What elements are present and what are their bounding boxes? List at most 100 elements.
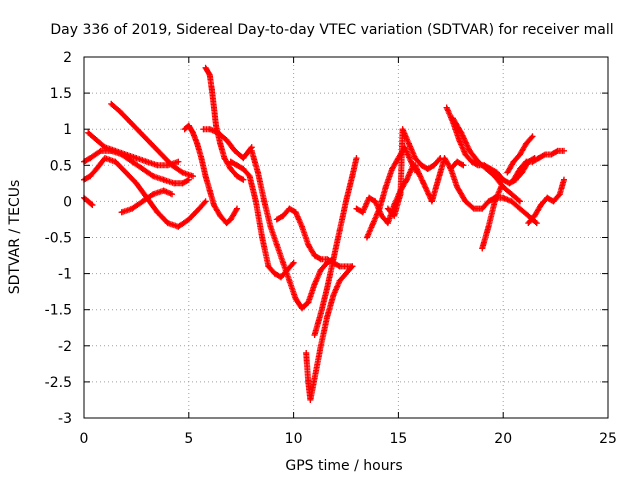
data-point [240, 176, 247, 183]
data-point [154, 209, 161, 216]
data-point [261, 198, 268, 205]
data-points [81, 64, 567, 403]
data-point [504, 169, 511, 176]
data-point [280, 259, 287, 266]
chart-title: Day 336 of 2019, Sidereal Day-to-day VTE… [50, 22, 613, 38]
data-point [227, 165, 234, 172]
data-point [311, 281, 318, 288]
data-point [468, 158, 475, 165]
data-point [359, 209, 366, 216]
y-tick-label: -1.5 [45, 303, 72, 319]
data-point [292, 295, 299, 302]
data-point [118, 209, 125, 216]
x-axis-label: GPS time / hours [285, 458, 402, 474]
data-point [252, 198, 259, 205]
plot-area-frame [83, 56, 609, 419]
data-series-arc-21 [447, 165, 540, 227]
data-point [208, 86, 215, 93]
data-point [516, 205, 523, 212]
data-point [210, 202, 217, 209]
data-series-arc-5 [108, 100, 196, 180]
data-point [343, 263, 349, 270]
data-point [108, 100, 115, 107]
y-tick-label: 2 [63, 50, 72, 66]
data-series-arc-12 [273, 205, 356, 270]
y-axis-label: SDTVAR / TECUs [7, 180, 23, 295]
data-point [500, 176, 507, 183]
data-point [85, 198, 92, 205]
data-point [215, 129, 222, 136]
data-point [407, 158, 414, 165]
data-point [466, 147, 473, 154]
data-point [449, 115, 456, 122]
data-point [493, 169, 500, 176]
x-tick-label: 15 [389, 431, 407, 447]
data-point [169, 162, 176, 169]
data-point [324, 256, 331, 263]
data-point [273, 216, 280, 223]
data-point [431, 162, 438, 169]
data-point [506, 180, 513, 187]
data-series-arc-8 [202, 64, 247, 183]
data-point [305, 378, 312, 385]
data-point [273, 241, 280, 248]
data-point [324, 285, 331, 292]
data-point [240, 165, 247, 172]
data-point [317, 266, 324, 273]
y-tick-label: 0 [63, 194, 72, 210]
data-point [305, 241, 312, 248]
data-point [479, 245, 486, 252]
data-point [227, 158, 234, 165]
data-point [150, 173, 157, 180]
data-point [164, 220, 171, 227]
data-point [428, 198, 435, 205]
data-series-arc-23 [504, 133, 536, 176]
data-point [198, 155, 205, 162]
data-point [292, 209, 299, 216]
data-series-arc-18 [412, 155, 467, 205]
data-point [133, 180, 140, 187]
data-point [189, 173, 196, 180]
data-point [265, 263, 272, 270]
data-point [139, 198, 146, 205]
data-point [317, 310, 324, 317]
data-point [500, 194, 507, 201]
data-point [336, 227, 343, 234]
x-tick-label: 10 [285, 431, 303, 447]
data-point [129, 205, 136, 212]
data-series-arc-24 [510, 147, 567, 183]
data-point [175, 223, 182, 230]
data-point [206, 72, 213, 79]
data-point [349, 263, 356, 270]
data-point [389, 165, 396, 172]
data-point [206, 187, 213, 194]
data-point [441, 155, 448, 162]
data-point [112, 147, 119, 154]
x-tick-label: 0 [80, 431, 89, 447]
data-point [101, 155, 108, 162]
data-point [221, 155, 228, 162]
data-point [179, 180, 186, 187]
data-point [202, 173, 209, 180]
data-point [87, 155, 94, 162]
data-point [223, 137, 230, 144]
data-point [366, 194, 373, 201]
data-point [240, 155, 247, 162]
data-point [363, 234, 370, 241]
data-series-arc-22 [479, 183, 505, 252]
data-point [343, 198, 349, 205]
data-point [185, 176, 192, 183]
data-point [85, 129, 92, 136]
data-point [234, 173, 241, 180]
data-point [112, 158, 119, 165]
data-point [133, 155, 140, 162]
data-point [544, 194, 551, 201]
data-series-arc-10 [227, 158, 297, 281]
data-point [271, 270, 278, 277]
data-point [560, 147, 567, 154]
data-point [454, 183, 461, 190]
data-point [485, 198, 492, 205]
data-point [122, 169, 129, 176]
data-point [317, 256, 324, 263]
